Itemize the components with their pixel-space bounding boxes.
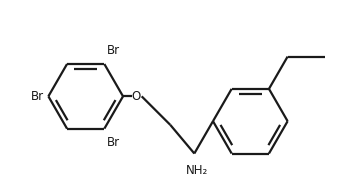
Text: NH₂: NH₂ <box>185 164 208 177</box>
Text: Br: Br <box>107 44 120 57</box>
Text: O: O <box>131 90 140 103</box>
Text: Br: Br <box>30 90 44 103</box>
Text: Br: Br <box>107 136 120 149</box>
